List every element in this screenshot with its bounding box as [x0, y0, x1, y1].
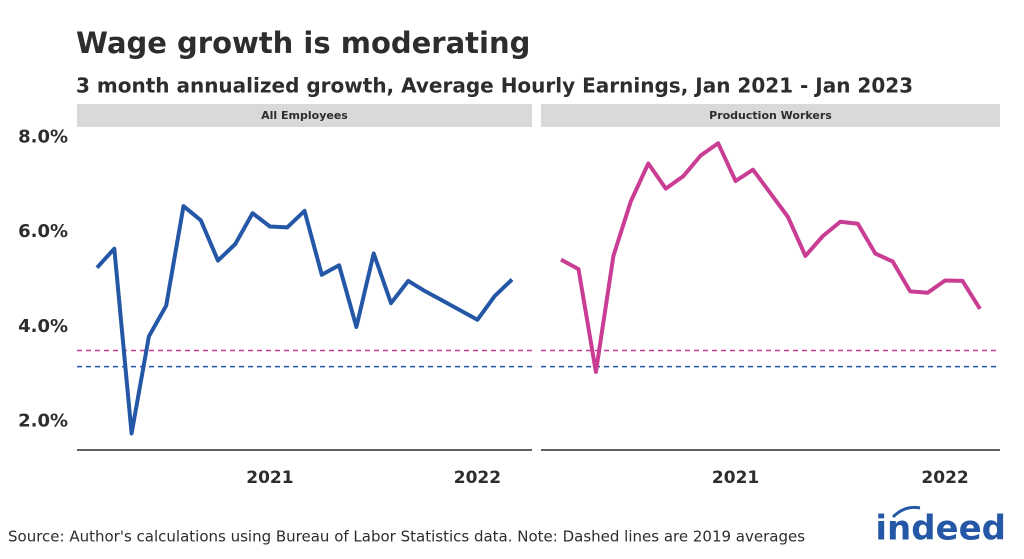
y-tick-label: 6.0%: [18, 221, 68, 242]
source-note: Source: Author's calculations using Bure…: [8, 528, 805, 546]
x-tick-label: 2021: [712, 468, 759, 488]
logo-arc: [891, 505, 921, 519]
facet-header: [77, 104, 532, 127]
x-tick-label: 2022: [454, 468, 501, 488]
chart-title: Wage growth is moderating: [76, 26, 530, 60]
line-series: [560, 141, 982, 374]
chart-subtitle: 3 month annualized growth, Average Hourl…: [76, 74, 913, 98]
y-tick-label: 8.0%: [18, 126, 68, 147]
facet-title: Production Workers: [709, 109, 832, 122]
facet-title: All Employees: [261, 109, 348, 122]
facet-header: [541, 104, 1000, 127]
y-tick-label: 4.0%: [18, 316, 68, 337]
x-tick-label: 2022: [921, 468, 968, 488]
logo: indeed: [875, 509, 1006, 549]
x-tick-label: 2021: [246, 468, 293, 488]
y-tick-label: 2.0%: [18, 411, 68, 432]
line-series: [95, 204, 514, 436]
